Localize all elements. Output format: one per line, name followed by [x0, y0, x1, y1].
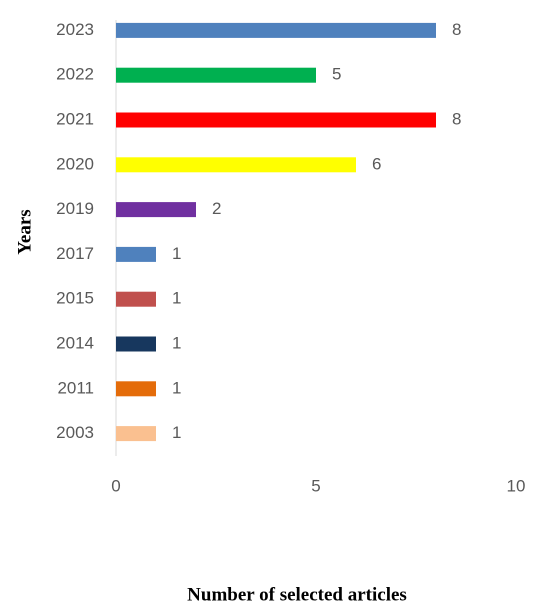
bar: [116, 112, 436, 128]
x-axis-title: Number of selected articles: [187, 584, 407, 605]
y-tick-label: 2021: [56, 109, 94, 128]
data-label: 2: [212, 199, 221, 218]
y-tick-label: 2017: [56, 244, 94, 263]
bar: [116, 157, 356, 173]
x-tick-label: 10: [507, 476, 526, 495]
data-label: 1: [172, 289, 181, 308]
data-label: 8: [452, 109, 461, 128]
bar: [116, 202, 196, 218]
y-tick-label: 2011: [57, 378, 94, 397]
x-tick-label: 0: [111, 476, 120, 495]
y-tick-label: 2015: [56, 289, 94, 308]
data-label: 1: [172, 423, 181, 442]
y-axis-title: Years: [14, 209, 35, 254]
data-label: 1: [172, 378, 181, 397]
bar: [116, 291, 156, 307]
bar: [116, 246, 156, 262]
data-label: 8: [452, 20, 461, 39]
y-tick-label: 2023: [56, 20, 94, 39]
y-tick-label: 2020: [56, 154, 94, 173]
bar: [116, 381, 156, 397]
y-tick-label: 2022: [56, 65, 94, 84]
data-label: 1: [172, 244, 181, 263]
y-tick-label: 2014: [56, 333, 94, 352]
data-label: 5: [332, 65, 341, 84]
bar: [116, 67, 316, 83]
x-tick-label: 5: [311, 476, 320, 495]
data-label: 1: [172, 333, 181, 352]
y-tick-label: 2003: [56, 423, 94, 442]
data-label: 6: [372, 154, 381, 173]
bar: [116, 336, 156, 352]
bar: [116, 426, 156, 442]
y-tick-label: 2019: [56, 199, 94, 218]
bar: [116, 22, 436, 38]
